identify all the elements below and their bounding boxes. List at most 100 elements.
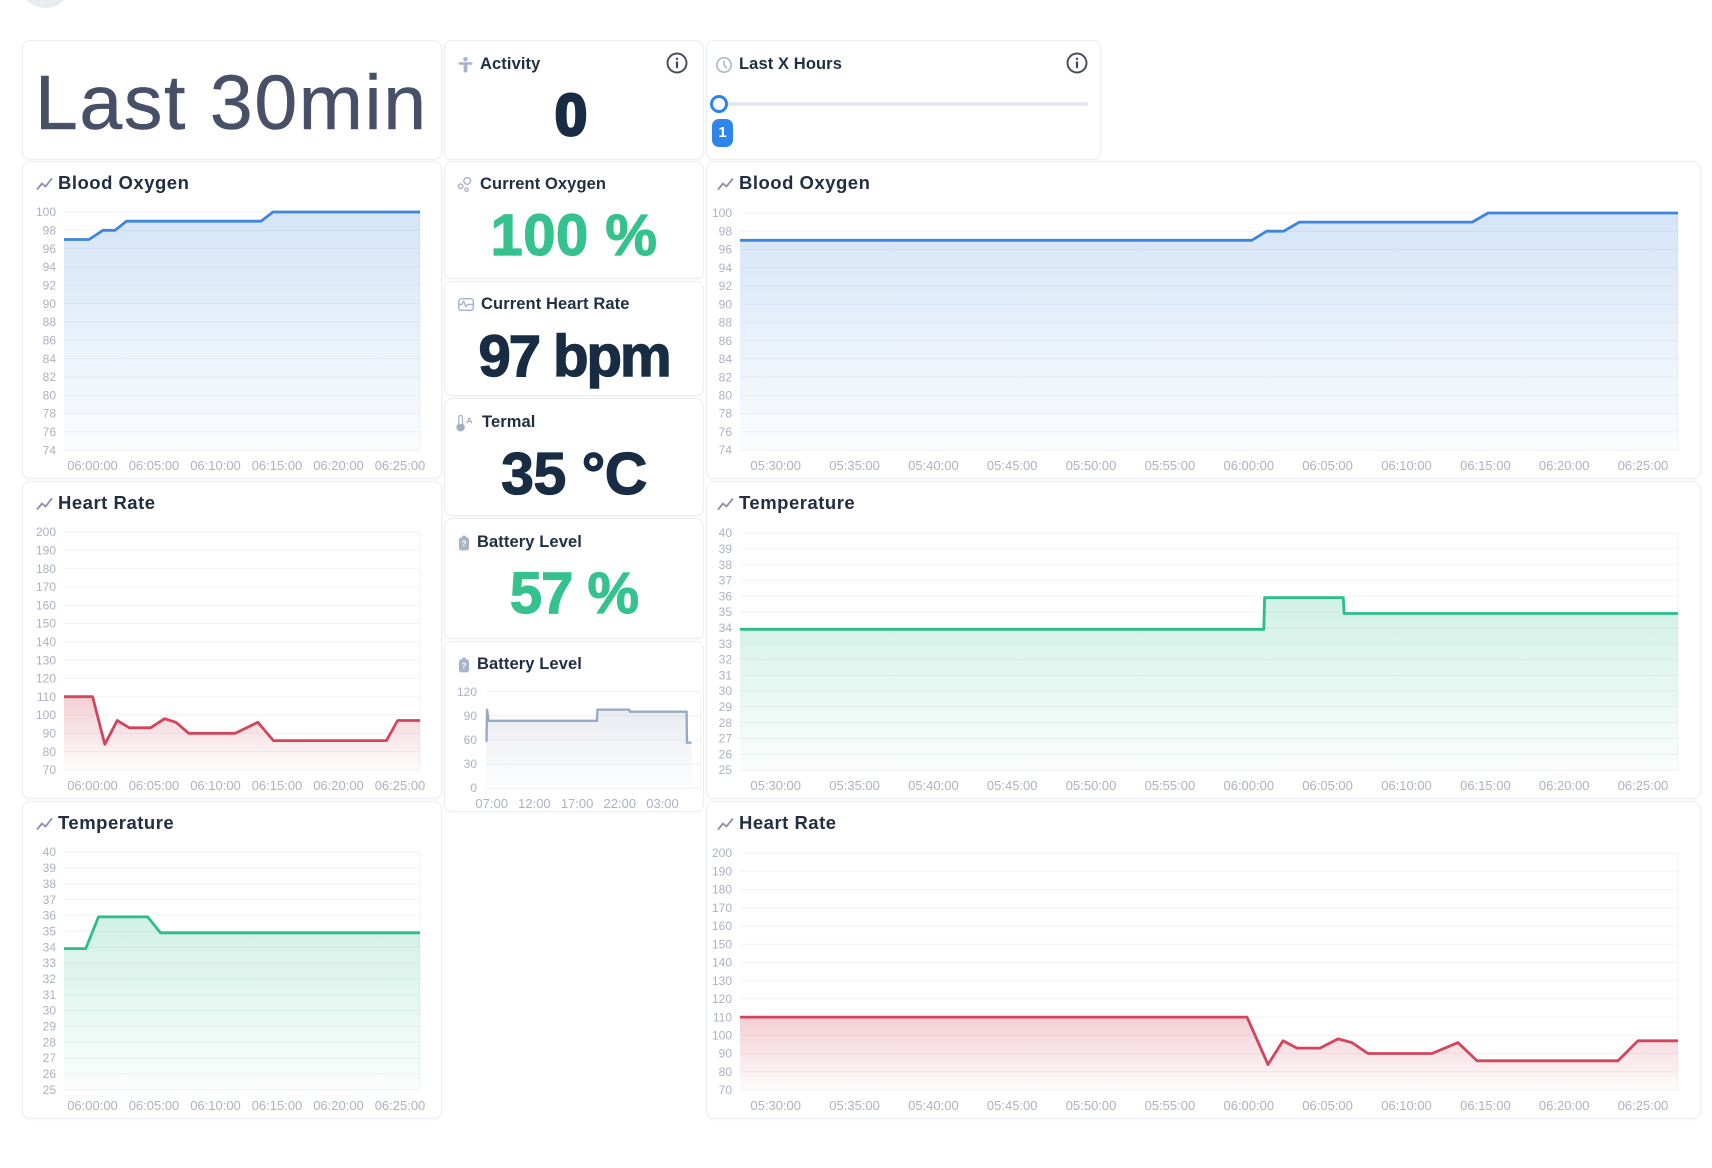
svg-text:90: 90	[43, 727, 57, 741]
svg-text:17:00: 17:00	[561, 796, 594, 811]
svg-text:?: ?	[462, 539, 467, 548]
svg-text:70: 70	[719, 1083, 733, 1097]
svg-text:190: 190	[712, 864, 732, 878]
svg-text:90: 90	[464, 709, 478, 723]
svg-text:160: 160	[36, 598, 56, 612]
svg-text:120: 120	[712, 992, 732, 1006]
svg-text:03:00: 03:00	[646, 796, 679, 811]
svg-text:06:15:00: 06:15:00	[1460, 458, 1511, 473]
svg-text:37: 37	[719, 574, 733, 588]
svg-text:29: 29	[719, 700, 733, 714]
svg-text:06:20:00: 06:20:00	[1539, 458, 1590, 473]
svg-text:170: 170	[712, 901, 732, 915]
svg-text:150: 150	[36, 617, 56, 631]
svg-text:36: 36	[43, 909, 57, 923]
svg-text:60: 60	[464, 733, 478, 747]
svg-text:82: 82	[43, 370, 57, 384]
svg-text:06:10:00: 06:10:00	[190, 778, 241, 793]
svg-text:35: 35	[43, 924, 57, 938]
svg-text:76: 76	[43, 425, 57, 439]
svg-text:05:45:00: 05:45:00	[987, 1098, 1038, 1113]
svg-text:35: 35	[719, 605, 733, 619]
svg-text:05:45:00: 05:45:00	[987, 458, 1038, 473]
svg-text:30: 30	[719, 684, 733, 698]
svg-text:06:00:00: 06:00:00	[1223, 778, 1274, 793]
svg-text:30: 30	[464, 757, 478, 771]
svg-text:06:05:00: 06:05:00	[129, 458, 180, 473]
svg-text:90: 90	[719, 297, 733, 311]
svg-text:29: 29	[43, 1020, 57, 1034]
svg-text:06:10:00: 06:10:00	[190, 1098, 241, 1113]
svg-text:05:35:00: 05:35:00	[829, 778, 880, 793]
svg-text:88: 88	[719, 316, 733, 330]
svg-text:98: 98	[43, 224, 57, 238]
svg-text:33: 33	[43, 956, 57, 970]
svg-text:06:25:00: 06:25:00	[375, 1098, 426, 1113]
svg-text:06:25:00: 06:25:00	[1618, 1098, 1669, 1113]
svg-text:34: 34	[719, 621, 733, 635]
svg-text:84: 84	[43, 352, 57, 366]
svg-text:110: 110	[37, 690, 56, 704]
svg-text:130: 130	[36, 653, 56, 667]
svg-text:100: 100	[36, 708, 56, 722]
svg-text:36: 36	[719, 589, 733, 603]
svg-text:200: 200	[36, 525, 56, 539]
svg-text:28: 28	[43, 1035, 57, 1049]
svg-text:06:05:00: 06:05:00	[129, 1098, 180, 1113]
svg-text:70: 70	[43, 763, 57, 777]
svg-text:160: 160	[712, 919, 732, 933]
svg-text:150: 150	[712, 937, 732, 951]
svg-text:06:25:00: 06:25:00	[375, 778, 426, 793]
svg-text:80: 80	[719, 389, 733, 403]
svg-text:05:40:00: 05:40:00	[908, 1098, 959, 1113]
svg-text:06:00:00: 06:00:00	[67, 778, 118, 793]
svg-text:40: 40	[43, 845, 57, 859]
svg-text:25: 25	[719, 763, 733, 777]
svg-text:74: 74	[43, 443, 57, 457]
svg-text:33: 33	[719, 637, 733, 651]
svg-text:40: 40	[719, 526, 733, 540]
svg-text:130: 130	[712, 974, 732, 988]
svg-text:31: 31	[719, 668, 733, 682]
svg-text:92: 92	[43, 279, 57, 293]
svg-text:80: 80	[43, 745, 57, 759]
svg-text:06:05:00: 06:05:00	[129, 778, 180, 793]
svg-text:180: 180	[36, 562, 56, 576]
svg-text:180: 180	[712, 883, 732, 897]
svg-text:39: 39	[719, 542, 733, 556]
svg-text:06:15:00: 06:15:00	[252, 778, 303, 793]
svg-text:78: 78	[719, 407, 733, 421]
svg-text:06:05:00: 06:05:00	[1302, 458, 1353, 473]
svg-text:06:20:00: 06:20:00	[313, 778, 364, 793]
svg-text:140: 140	[712, 956, 732, 970]
svg-text:05:55:00: 05:55:00	[1145, 1098, 1196, 1113]
svg-text:05:30:00: 05:30:00	[750, 1098, 801, 1113]
svg-text:22:00: 22:00	[604, 796, 637, 811]
svg-text:200: 200	[712, 846, 732, 860]
svg-text:06:25:00: 06:25:00	[1618, 458, 1669, 473]
svg-text:05:30:00: 05:30:00	[750, 458, 801, 473]
svg-text:05:55:00: 05:55:00	[1145, 778, 1196, 793]
svg-text:27: 27	[43, 1051, 57, 1065]
svg-text:05:55:00: 05:55:00	[1145, 458, 1196, 473]
svg-text:05:50:00: 05:50:00	[1066, 458, 1117, 473]
svg-text:25: 25	[43, 1083, 57, 1097]
svg-text:190: 190	[36, 544, 56, 558]
svg-text:05:40:00: 05:40:00	[908, 458, 959, 473]
svg-text:27: 27	[719, 732, 733, 746]
svg-text:06:10:00: 06:10:00	[190, 458, 241, 473]
svg-text:140: 140	[36, 635, 56, 649]
svg-text:38: 38	[719, 558, 733, 572]
svg-text:98: 98	[719, 224, 733, 238]
svg-text:76: 76	[719, 425, 733, 439]
svg-text:82: 82	[719, 370, 733, 384]
svg-text:06:15:00: 06:15:00	[1460, 778, 1511, 793]
svg-text:06:15:00: 06:15:00	[252, 458, 303, 473]
svg-text:06:00:00: 06:00:00	[1223, 458, 1274, 473]
svg-text:110: 110	[713, 1010, 732, 1024]
svg-text:96: 96	[43, 242, 57, 256]
svg-text:26: 26	[719, 747, 733, 761]
svg-text:78: 78	[43, 407, 57, 421]
svg-text:?: ?	[462, 661, 467, 670]
svg-text:120: 120	[457, 685, 477, 699]
